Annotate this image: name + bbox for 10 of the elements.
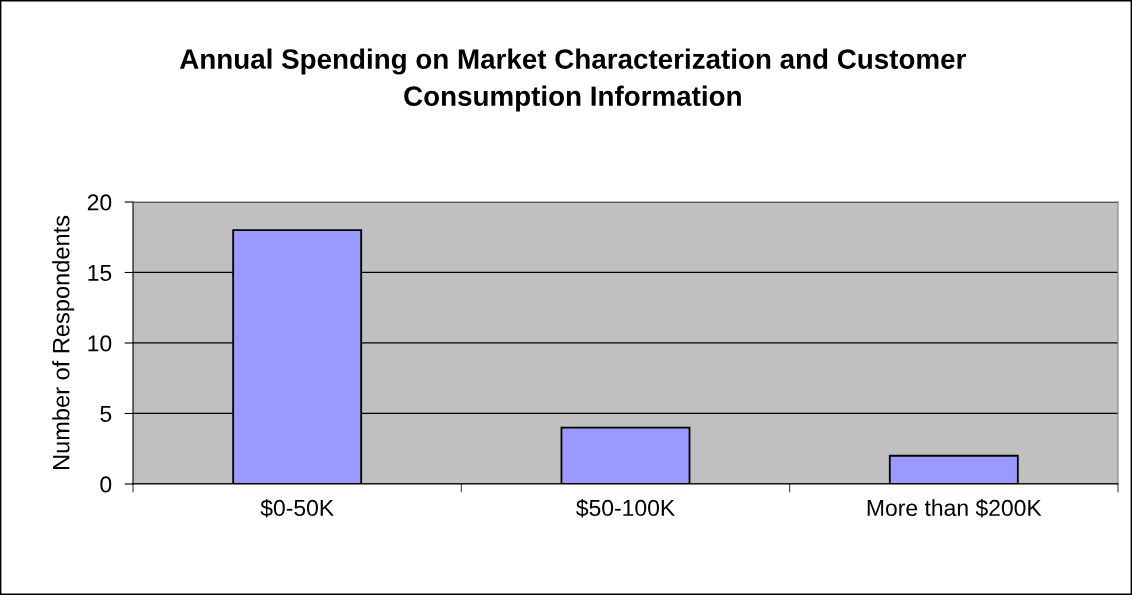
x-tick-label: $0-50K	[260, 498, 334, 518]
chart-title: Annual Spending on Market Characterization and Customer Consumption Information	[179, 48, 966, 112]
x-tick-label: More than $200K	[867, 498, 1042, 518]
y-tick-label: 0	[100, 476, 112, 493]
y-axis-title: Number of Respondents	[52, 215, 75, 470]
y-tick-label: 10	[88, 335, 112, 352]
x-tick-label: $50-100K	[576, 498, 675, 518]
y-tick-label: 20	[87, 194, 112, 211]
y-tick-label: 15	[88, 265, 112, 282]
y-tick-label: 5	[100, 406, 112, 423]
